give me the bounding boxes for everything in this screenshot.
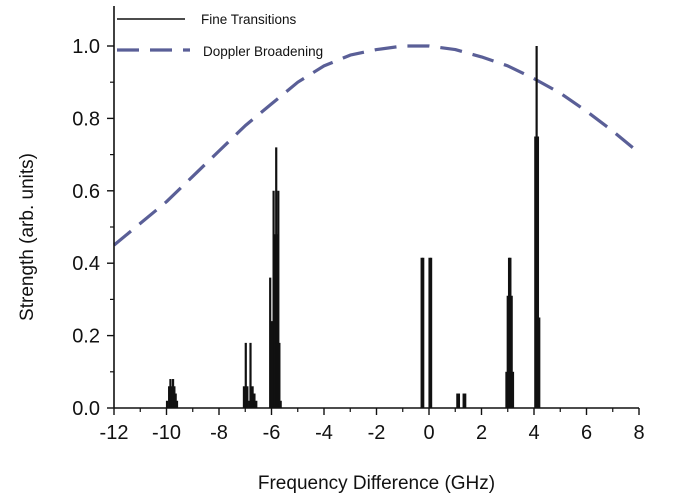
legend: Fine Transitions Doppler Broadening	[117, 12, 323, 59]
doppler-series	[112, 44, 641, 247]
y-tick-label: 0.8	[72, 108, 100, 130]
x-tick-label: -6	[263, 422, 281, 444]
y-tick-label: 0.6	[72, 181, 100, 203]
legend-label-doppler-broadening: Doppler Broadening	[203, 44, 323, 59]
x-tick-label: 4	[528, 422, 539, 444]
x-tick-label: 2	[476, 422, 487, 444]
doppler-broadening-line	[112, 44, 641, 247]
legend-label-fine-transitions: Fine Transitions	[201, 12, 297, 27]
plot-area	[112, 44, 641, 408]
axes: -12 -10 -8 -6 -4 -2 0 2 4 6 8 0.0 0.2 0.4 0.6 0.8 1.0	[72, 6, 645, 444]
x-tick-label: -8	[210, 422, 228, 444]
x-tick-label: -10	[152, 422, 181, 444]
x-tick-label: 6	[581, 422, 592, 444]
y-tick-label: 1.0	[72, 36, 100, 58]
y-axis-title: Strength (arb. units)	[17, 153, 38, 321]
x-tick-label: -12	[100, 422, 129, 444]
y-tick-label: 0.0	[72, 398, 100, 420]
x-axis-title: Frequency Difference (GHz)	[258, 473, 495, 494]
y-tick-label: 0.4	[72, 253, 100, 275]
x-tick-label: -2	[368, 422, 386, 444]
x-tick-label: -4	[315, 422, 333, 444]
x-tick-label: 0	[423, 422, 434, 444]
fine-transitions-series	[165, 46, 541, 408]
x-tick-label: 8	[633, 422, 644, 444]
y-tick-label: 0.2	[72, 326, 100, 348]
